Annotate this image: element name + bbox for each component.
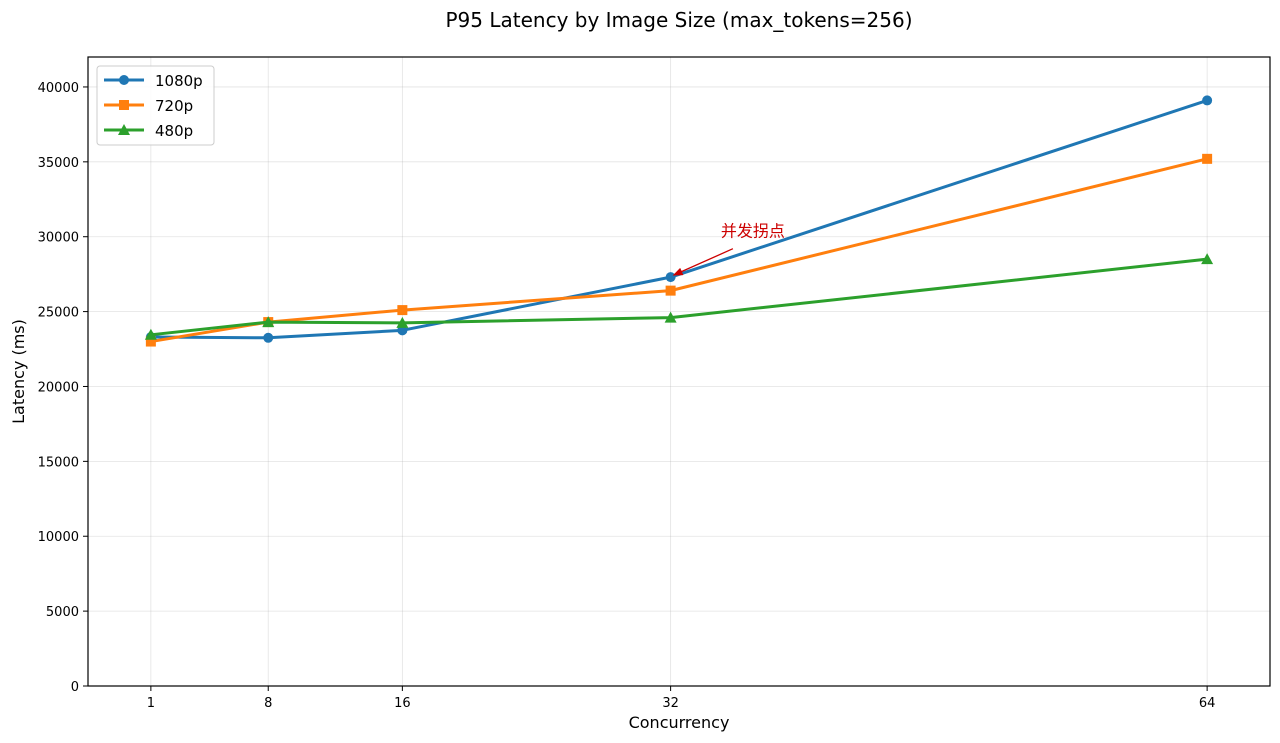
y-tick-label: 40000 — [38, 81, 79, 96]
series-480p — [144, 253, 1214, 340]
legend-swatch-marker — [119, 75, 129, 85]
data-point-720p — [665, 285, 676, 296]
legend-item-480p: 480p — [104, 122, 193, 140]
series-line-1080p — [149, 98, 1209, 340]
legend-item-1080p: 1080p — [104, 72, 203, 90]
legend-label: 720p — [155, 97, 193, 115]
plot-frame — [87, 56, 1271, 687]
data-point-480p — [144, 328, 157, 340]
x-tick-label: 16 — [394, 696, 411, 711]
y-tick-label: 10000 — [38, 530, 79, 545]
legend-box — [96, 65, 215, 146]
ticks: 1 8 16 32 64 0 5000 10000 15000 20000 25000 30000 35… — [38, 81, 1216, 711]
annotation-text: 并发拐点 — [721, 222, 785, 241]
x-tick-label: 1 — [147, 696, 155, 711]
annotation: 并发拐点 — [672, 222, 785, 276]
y-tick-label: 20000 — [38, 380, 79, 395]
legend-label: 480p — [155, 122, 193, 140]
chart-title: P95 Latency by Image Size (max_tokens=25… — [445, 8, 912, 32]
data-point-1080p — [665, 272, 676, 283]
y-tick-label: 30000 — [38, 231, 79, 246]
series-layer — [144, 95, 1214, 347]
legend-item-720p: 720p — [104, 97, 193, 115]
y-tick-label: 5000 — [46, 605, 79, 620]
grid — [88, 57, 1270, 687]
data-point-1080p — [1202, 95, 1213, 106]
x-tick-label: 64 — [1199, 696, 1216, 711]
data-point-720p — [145, 336, 156, 347]
y-tick-label: 35000 — [38, 156, 79, 171]
y-axis-label: Latency (ms) — [9, 319, 28, 424]
data-point-480p — [396, 316, 409, 328]
data-point-720p — [397, 305, 408, 316]
x-axis-label: Concurrency — [629, 713, 730, 732]
series-line-480p — [149, 257, 1209, 337]
annotation-arrow — [672, 248, 734, 276]
data-point-480p — [664, 311, 677, 323]
x-tick-label: 32 — [662, 696, 679, 711]
data-point-720p — [1202, 153, 1213, 164]
data-point-480p — [262, 316, 275, 328]
legend-label: 1080p — [155, 72, 203, 90]
legend: 1080p 720p 480p — [96, 65, 215, 146]
y-tick-label: 15000 — [38, 455, 79, 470]
data-point-1080p — [263, 332, 274, 343]
x-tick-label: 8 — [264, 696, 272, 711]
y-tick-label: 0 — [71, 680, 79, 695]
series-1080p — [145, 95, 1213, 343]
data-point-480p — [1201, 253, 1214, 265]
y-tick-label: 25000 — [38, 306, 79, 321]
legend-swatch-marker — [118, 124, 130, 135]
legend-swatch-marker — [119, 100, 129, 110]
series-line-720p — [149, 157, 1209, 344]
